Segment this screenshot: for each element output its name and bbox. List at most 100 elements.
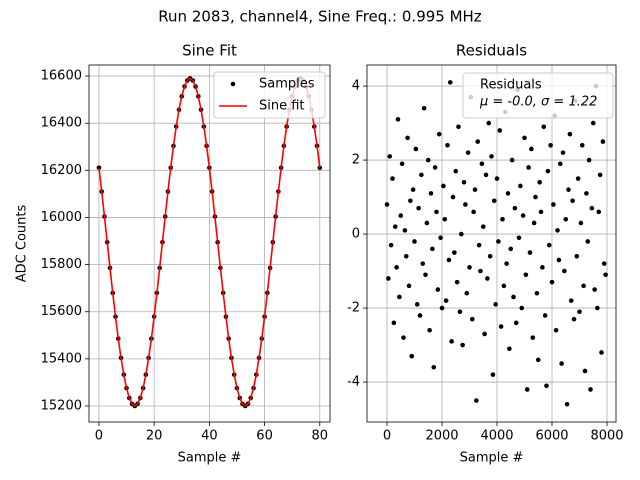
data-point [507,346,512,352]
y-tick-label: 2 [352,153,360,168]
data-point [410,187,416,192]
data-point [456,124,461,130]
data-point [551,202,556,207]
data-point [544,383,549,389]
legend-box [462,72,614,119]
data-point [443,298,449,303]
data-point [582,368,588,374]
data-point [549,279,555,285]
data-point [478,268,483,274]
data-point [568,298,574,303]
y-tick-label: 15400 [41,351,82,366]
x-tick-label: 0 [95,429,103,444]
data-point [553,327,559,333]
data-point [489,154,494,159]
data-point [493,302,498,307]
data-point [586,157,592,163]
y-tick-label: 4 [352,79,360,94]
x-tick-label: 8000 [590,429,623,444]
data-point [560,150,566,155]
data-point [398,213,404,218]
data-point [530,335,536,340]
data-point [497,128,503,133]
data-point [445,142,450,148]
data-point [392,224,398,229]
data-point [449,339,454,344]
data-point [597,172,603,178]
data-point [491,198,497,204]
data-point [540,265,545,270]
data-point [524,387,530,392]
data-point [571,316,577,322]
data-point [423,272,428,278]
x-axis-label: Sample # [178,451,242,466]
data-point [471,209,476,215]
data-point [476,242,482,248]
data-point [420,261,426,266]
data-point [516,235,522,241]
data-point [397,294,402,300]
legend: Samples Sine fit [213,71,326,119]
data-point [485,276,490,281]
data-point [480,224,486,229]
data-point [535,357,541,363]
data-point [533,194,538,200]
data-point [450,194,456,200]
data-point [487,253,493,259]
data-point [537,179,542,185]
y-tick-label: -2 [347,301,360,316]
data-point [526,165,531,170]
data-point [564,401,570,407]
data-point [600,139,606,144]
data-point [419,172,424,178]
x-tick-label: 40 [201,429,218,444]
data-point [595,305,600,311]
data-point [460,342,465,348]
data-point [394,265,399,270]
axes-title: Sine Fit [182,42,237,60]
data-point [519,305,525,311]
data-point [390,176,395,181]
data-point [413,146,419,152]
x-tick-label: 0 [383,429,391,444]
data-point [467,265,472,270]
x-tick-label: 60 [256,429,273,444]
data-point [430,246,435,252]
data-point [546,242,552,248]
data-point [585,239,591,244]
data-point [486,120,492,126]
data-point [559,361,564,366]
data-point [570,198,575,204]
data-point [566,187,571,192]
y-tick-label: 16000 [41,210,82,225]
data-point [439,305,445,311]
data-point [417,313,423,318]
data-point [427,327,432,333]
data-point [464,290,470,296]
data-point [542,313,548,318]
data-point [428,191,434,196]
data-point [601,261,607,266]
data-point [508,246,514,252]
data-point [388,242,394,248]
data-point [588,387,593,392]
data-point [584,191,589,196]
y-tick-label: -4 [347,375,360,390]
data-point [496,239,501,244]
data-point [384,202,390,207]
data-point [403,253,409,259]
y-tick-label: 16600 [41,69,82,84]
data-point [534,290,540,296]
data-point [501,283,507,289]
data-point [453,168,459,174]
x-tick-label: 80 [312,429,329,444]
x-tick-label: 2000 [425,429,458,444]
data-point [458,231,464,237]
data-point [474,398,479,403]
data-point [592,287,597,292]
legend-stats: μ = -0.0, σ = 1.22 [479,95,597,110]
data-point [446,257,452,263]
data-point [425,157,431,163]
x-tick-label: 4000 [480,429,513,444]
